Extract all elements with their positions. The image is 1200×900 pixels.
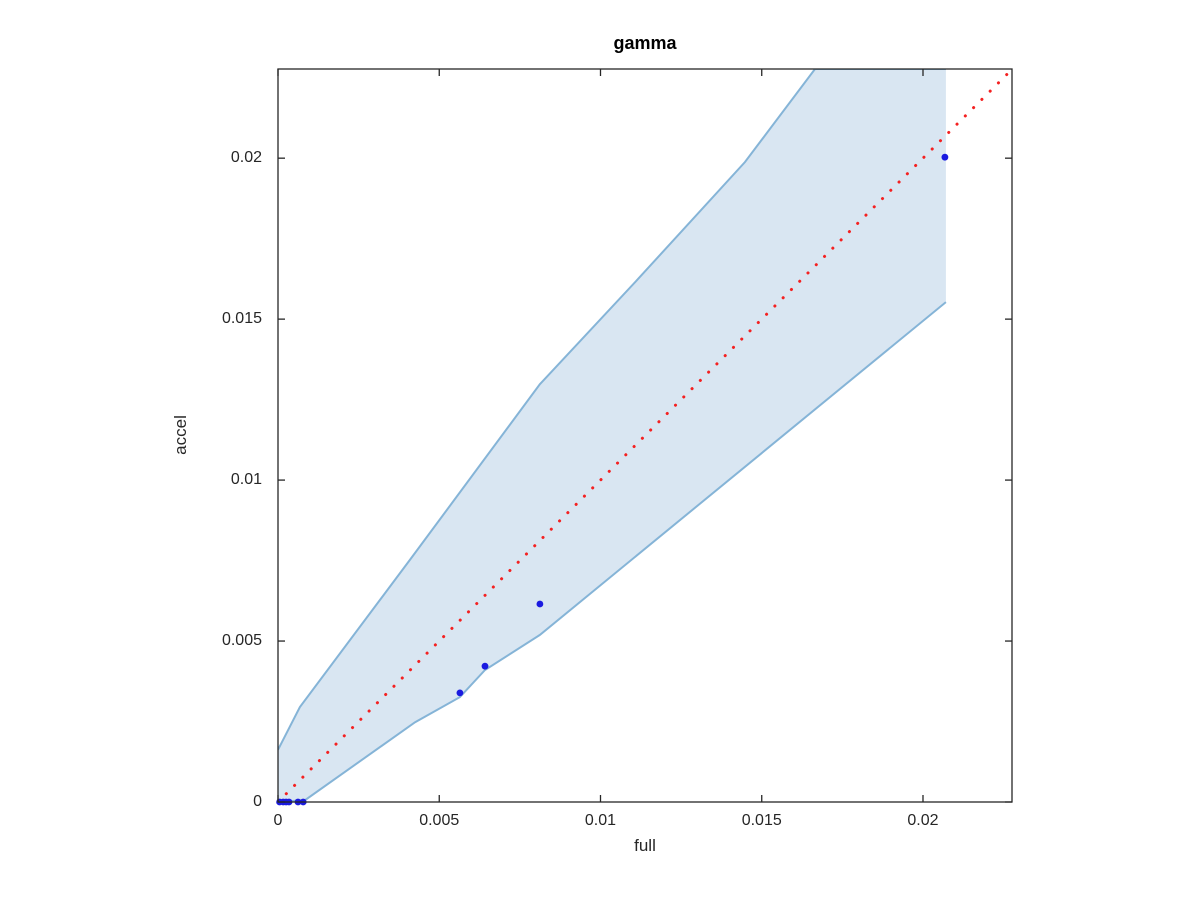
x-tick-label: 0.005 [419,812,460,829]
confidence-band-fill [278,69,946,802]
y-axis-label: accel [171,415,190,455]
x-tick-label: 0.01 [584,812,617,829]
confidence-band-upper-edge [278,69,946,751]
y-tick-label: 0.015 [221,310,262,328]
y-tick-label: 0 [253,793,262,810]
data-point [481,662,489,670]
y-tick-label: 0.01 [230,471,262,489]
data-point [941,153,949,161]
x-tick-label: 0 [273,812,283,829]
y-tick-label: 0.005 [221,632,262,650]
data-point [536,600,544,608]
axes-box [277,68,1013,803]
x-axis-label: full [634,836,656,855]
x-tick-label: 0.02 [907,812,939,829]
x-tick-label: 0.015 [741,812,782,829]
plot-title: gamma [613,33,677,53]
identity-line [278,69,1012,802]
data-point [456,689,464,697]
y-tick-label: 0.02 [230,149,262,167]
